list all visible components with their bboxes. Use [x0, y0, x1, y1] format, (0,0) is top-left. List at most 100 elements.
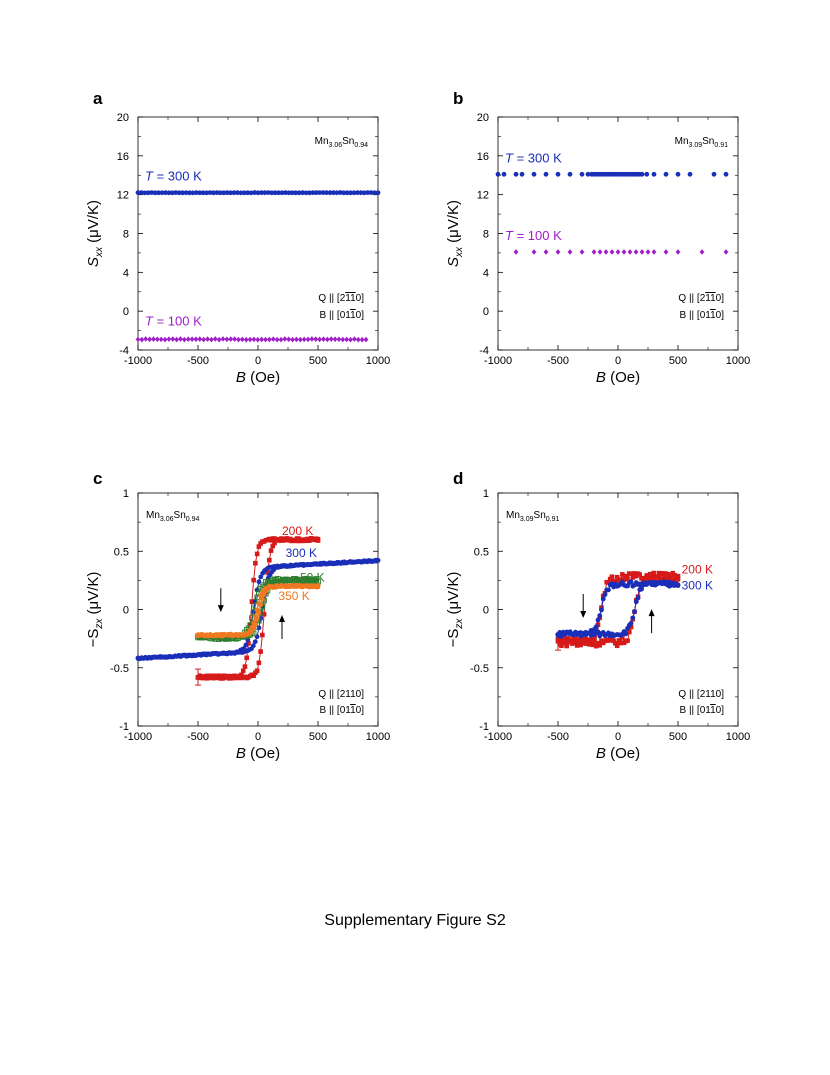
data-point [156, 190, 161, 196]
data-point [633, 249, 639, 255]
data-point [217, 190, 223, 196]
data-point [630, 615, 636, 621]
data-point [235, 190, 240, 196]
y-tick-label: 20 [117, 112, 129, 124]
data-point [651, 570, 656, 576]
data-point [576, 637, 582, 642]
data-point [256, 579, 262, 585]
data-point [633, 599, 639, 605]
data-point [352, 336, 357, 342]
data-point [531, 171, 537, 177]
data-point [180, 190, 185, 196]
data-point [259, 190, 264, 196]
series-label: T = 300 K [145, 169, 202, 184]
data-point [543, 249, 549, 255]
data-point [618, 640, 623, 646]
data-point [699, 249, 705, 255]
data-point [205, 336, 210, 342]
data-point [355, 190, 360, 196]
data-point [190, 190, 196, 196]
data-point [166, 190, 172, 196]
data-point [627, 249, 633, 255]
data-point [269, 190, 275, 196]
data-point [187, 190, 192, 196]
data-point [268, 548, 274, 553]
data-point [666, 583, 672, 589]
y-tick-label: -0.5 [110, 663, 129, 675]
data-point [372, 190, 377, 196]
data-point [214, 190, 220, 196]
data-point [152, 190, 158, 196]
data-point [359, 336, 365, 343]
data-point [162, 336, 168, 343]
data-point [204, 190, 209, 196]
series-label: 300 K [682, 579, 713, 593]
data-point [557, 641, 563, 647]
sample-composition: Mn3.06Sn0.94 [315, 136, 368, 149]
data-point [495, 171, 501, 177]
data-point [195, 632, 201, 638]
data-point [597, 613, 603, 618]
data-point [627, 629, 632, 635]
data-point [501, 171, 507, 177]
data-point [590, 639, 596, 645]
data-point [200, 190, 206, 196]
series-300-k [135, 557, 381, 662]
y-tick-label: -1 [119, 721, 129, 733]
data-point [247, 336, 253, 343]
panel-letter: c [93, 469, 102, 488]
sample-composition: Mn3.06Sn0.94 [146, 510, 199, 523]
data-point [590, 642, 596, 648]
arrow-up-head [648, 609, 655, 617]
data-point [197, 190, 203, 196]
data-point [241, 190, 247, 196]
data-point [260, 570, 266, 576]
x-tick-label: 1000 [366, 731, 390, 743]
data-point [289, 190, 295, 196]
condition-q: Q || [2110] [318, 293, 364, 304]
data-point [201, 336, 207, 343]
data-point [245, 190, 251, 196]
data-point [723, 249, 729, 255]
series-200-k [195, 536, 321, 686]
data-point [296, 190, 302, 196]
data-point [328, 336, 334, 342]
data-point [261, 611, 267, 617]
series-line [557, 580, 679, 638]
y-tick-label: 1 [483, 488, 489, 500]
data-point [254, 551, 260, 557]
condition-b: B || [0110] [680, 310, 725, 321]
y-tick-label: -4 [119, 345, 129, 357]
data-point [635, 571, 641, 576]
data-point [615, 249, 621, 255]
data-point [579, 249, 585, 255]
x-tick-label: 0 [615, 731, 621, 743]
x-tick-label: -500 [547, 355, 569, 367]
data-point [609, 249, 615, 255]
data-point [567, 171, 573, 177]
data-point [336, 336, 342, 343]
series-label: 350 K [278, 589, 309, 603]
data-point [275, 576, 281, 582]
x-tick-label: -1000 [124, 731, 152, 743]
data-point [147, 336, 152, 343]
data-point [609, 574, 615, 580]
sample-composition: Mn3.09Sn0.91 [675, 136, 728, 149]
data-point [587, 642, 592, 647]
condition-b: B || [0110] [680, 705, 725, 716]
arrow-down-head [217, 605, 224, 613]
data-point [574, 643, 580, 648]
arrow-down-head [580, 611, 587, 619]
data-point [253, 560, 258, 566]
data-point [163, 190, 168, 196]
data-point [625, 576, 630, 582]
data-point [308, 577, 314, 584]
data-point [560, 629, 566, 635]
data-point [270, 336, 276, 342]
data-point [176, 190, 182, 196]
data-point [632, 571, 637, 576]
data-point [221, 190, 227, 196]
data-point [363, 336, 369, 343]
series-label: 200 K [282, 524, 313, 538]
arrow-up-head [279, 614, 285, 622]
